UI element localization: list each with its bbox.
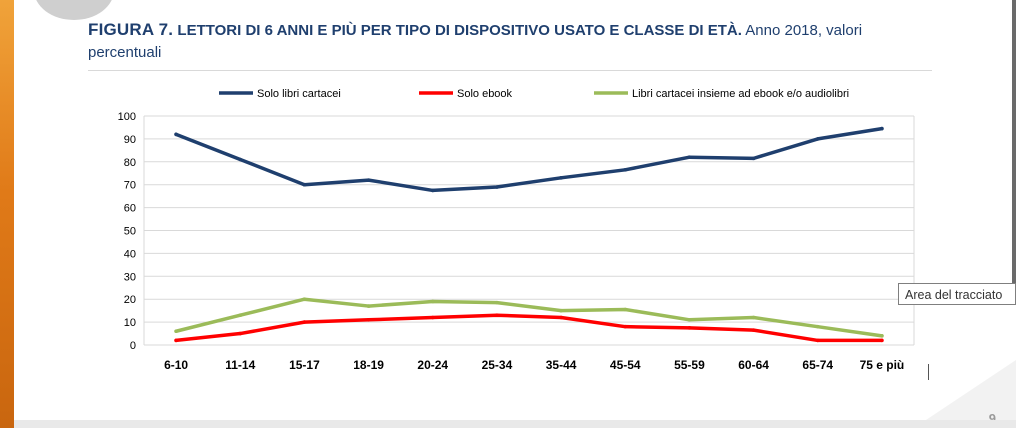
figure-number: FIGURA 7. bbox=[88, 20, 174, 39]
data-point bbox=[495, 185, 499, 189]
figure-title-main: LETTORI DI 6 ANNI E PIÙ PER TIPO DI DISP… bbox=[177, 22, 742, 39]
figure-title-rest: Anno 2018, valori percentuali bbox=[88, 22, 863, 61]
data-point bbox=[174, 338, 178, 343]
text-cursor bbox=[928, 364, 929, 380]
data-point bbox=[623, 324, 628, 329]
data-point bbox=[559, 315, 563, 320]
left-window-strip bbox=[0, 0, 14, 428]
data-point bbox=[174, 132, 178, 137]
page-number: 9 bbox=[988, 411, 996, 426]
y-tick-label: 30 bbox=[124, 271, 136, 283]
data-point bbox=[751, 315, 756, 320]
data-point bbox=[430, 188, 435, 193]
x-tick-label: 75 e più bbox=[860, 358, 905, 372]
data-point bbox=[366, 304, 371, 308]
y-tick-label: 0 bbox=[130, 340, 136, 352]
data-point bbox=[495, 300, 499, 305]
data-point bbox=[687, 318, 692, 322]
data-point bbox=[623, 307, 628, 312]
figure-title: FIGURA 7. LETTORI DI 6 ANNI E PIÙ PER TI… bbox=[88, 19, 908, 64]
data-point bbox=[302, 182, 307, 187]
x-tick-label: 35-44 bbox=[546, 358, 577, 372]
y-tick-label: 90 bbox=[124, 134, 136, 146]
right-window-edge bbox=[1012, 0, 1016, 300]
data-point bbox=[880, 334, 884, 338]
y-tick-label: 100 bbox=[118, 111, 136, 123]
x-tick-label: 6-10 bbox=[164, 358, 188, 372]
data-point bbox=[880, 338, 884, 343]
data-point bbox=[559, 308, 563, 313]
data-point bbox=[238, 157, 243, 162]
x-tick-label: 45-54 bbox=[610, 358, 641, 372]
corner-decoration-bottom-right bbox=[926, 360, 1016, 420]
line-chart[interactable]: 0 10 20 30 40 50 60 70 80 90 100 6-10 11-14 15-17 18-1… bbox=[14, 0, 1016, 420]
y-tick-label: 20 bbox=[124, 294, 136, 306]
data-point bbox=[302, 320, 307, 324]
data-point bbox=[238, 313, 243, 318]
legend-label: Solo ebook bbox=[457, 88, 513, 100]
data-point bbox=[302, 297, 307, 302]
y-tick-label: 10 bbox=[124, 317, 136, 329]
data-point bbox=[495, 313, 499, 318]
y-tick-label: 50 bbox=[124, 226, 136, 238]
series-line bbox=[174, 297, 884, 338]
legend-label: Solo libri cartacei bbox=[257, 88, 341, 100]
data-point bbox=[880, 126, 884, 131]
data-point bbox=[687, 326, 692, 330]
data-point bbox=[430, 299, 435, 304]
data-point bbox=[366, 318, 371, 322]
x-tick-label: 55-59 bbox=[674, 358, 705, 372]
data-point bbox=[815, 338, 820, 343]
data-point bbox=[174, 329, 178, 334]
x-tick-label: 11-14 bbox=[225, 358, 255, 372]
y-tick-label: 40 bbox=[124, 248, 136, 260]
legend-label: Libri cartacei insieme ad ebook e/o audi… bbox=[632, 88, 849, 100]
data-point bbox=[366, 178, 371, 182]
x-tick-label: 18-19 bbox=[353, 358, 384, 372]
data-point bbox=[687, 155, 692, 160]
data-point bbox=[238, 331, 243, 336]
data-point bbox=[815, 137, 820, 141]
series-line bbox=[174, 126, 884, 193]
data-point bbox=[751, 328, 756, 332]
data-point bbox=[623, 168, 628, 172]
data-point bbox=[815, 324, 820, 329]
corner-decoration bbox=[34, 0, 114, 20]
data-point bbox=[430, 315, 435, 320]
series-line bbox=[174, 313, 884, 343]
x-tick-label: 65-74 bbox=[802, 358, 833, 372]
x-tick-label: 25-34 bbox=[482, 358, 513, 372]
y-tick-label: 70 bbox=[124, 180, 136, 192]
bottom-window-strip bbox=[14, 420, 1016, 428]
x-tick-label: 20-24 bbox=[417, 358, 448, 372]
title-divider bbox=[88, 70, 932, 71]
x-tick-label: 15-17 bbox=[289, 358, 320, 372]
data-point bbox=[559, 176, 563, 180]
tooltip: Area del tracciato bbox=[898, 283, 1016, 305]
y-tick-label: 80 bbox=[124, 157, 136, 169]
data-point bbox=[751, 156, 756, 161]
y-tick-label: 60 bbox=[124, 203, 136, 215]
x-tick-label: 60-64 bbox=[738, 358, 769, 372]
